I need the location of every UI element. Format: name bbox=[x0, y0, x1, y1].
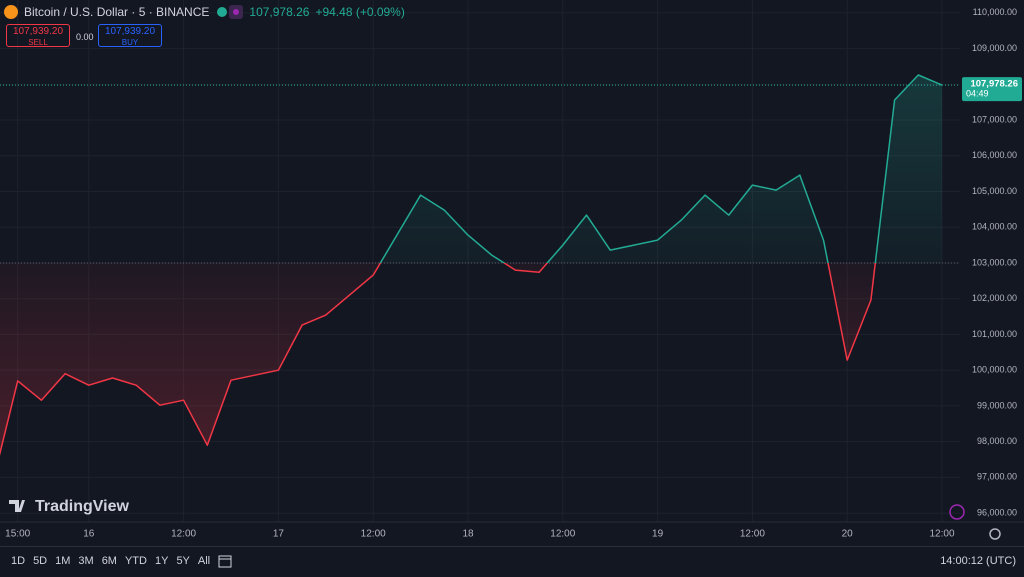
range-button[interactable]: 5D bbox=[33, 555, 48, 567]
y-tick-label: 103,000.00 bbox=[972, 257, 1017, 267]
y-tick-label: 96,000.00 bbox=[977, 507, 1017, 517]
alert-icon[interactable] bbox=[949, 504, 965, 520]
y-tick-label: 104,000.00 bbox=[972, 222, 1017, 232]
countdown: 04:49 bbox=[966, 88, 989, 98]
range-button[interactable]: All bbox=[197, 555, 211, 567]
buy-label: BUY bbox=[121, 38, 139, 47]
x-tick-label: 12:00 bbox=[740, 529, 765, 540]
y-tick-label: 97,000.00 bbox=[977, 472, 1017, 482]
last-price-label: 107,978.26 bbox=[970, 79, 1018, 90]
y-tick-label: 106,000.00 bbox=[972, 150, 1017, 160]
bottom-toolbar: 14:00:12 (UTC) 1D 5D 1M 3M 6M YTD 1Y 5Y All bbox=[0, 546, 1024, 577]
y-tick-label: 105,000.00 bbox=[972, 186, 1017, 196]
y-tick-label: 98,000.00 bbox=[977, 436, 1017, 446]
x-tick-label: 18 bbox=[462, 529, 474, 540]
range-button[interactable]: YTD bbox=[124, 555, 147, 567]
y-tick-label: 101,000.00 bbox=[972, 329, 1017, 339]
sell-price: 107,939.20 bbox=[12, 26, 64, 37]
x-tick-label: 16 bbox=[83, 529, 95, 540]
x-tick-label: 12:00 bbox=[171, 529, 196, 540]
y-tick-label: 100,000.00 bbox=[972, 365, 1017, 375]
status-icons[interactable] bbox=[215, 4, 244, 20]
buy-price: 107,939.20 bbox=[104, 26, 156, 37]
y-tick-label: 99,000.00 bbox=[977, 400, 1017, 410]
x-tick-label: 19 bbox=[652, 529, 664, 540]
clock: 14:00:12 (UTC) bbox=[940, 555, 1016, 567]
logo-text: TradingView bbox=[35, 498, 130, 515]
settings-icon[interactable] bbox=[989, 528, 1001, 540]
header: Bitcoin / U.S. Dollar · 5 · BINANCE 107,… bbox=[4, 4, 405, 20]
range-button[interactable]: 1D bbox=[11, 555, 26, 567]
y-tick-label: 102,000.00 bbox=[972, 293, 1017, 303]
baseline-area bbox=[0, 75, 942, 453]
buy-button[interactable]: 107,939.20 BUY bbox=[98, 24, 162, 47]
price-line bbox=[0, 74, 943, 457]
logo: TradingView bbox=[9, 498, 130, 515]
x-tick-label: 20 bbox=[842, 529, 854, 540]
y-tick-label: 107,000.00 bbox=[972, 114, 1017, 124]
sell-button[interactable]: 107,939.20 SELL bbox=[6, 24, 70, 47]
y-tick-label: 109,000.00 bbox=[972, 43, 1017, 53]
range-button[interactable]: 5Y bbox=[176, 555, 190, 567]
x-tick-label: 12:00 bbox=[929, 529, 954, 540]
range-button[interactable]: 6M bbox=[101, 555, 117, 567]
last-price-tag bbox=[962, 77, 1022, 102]
date-range-icon[interactable] bbox=[217, 553, 233, 569]
spread: 0.00 bbox=[76, 32, 94, 42]
x-tick-label: 17 bbox=[273, 529, 285, 540]
change: +94.48 (+0.09%) bbox=[315, 5, 405, 19]
symbol: Bitcoin / U.S. Dollar · 5 · BINANCE bbox=[24, 5, 210, 19]
chart: TradingView 96,000.00 97,000.00 98,000.00 9… bbox=[0, 0, 1024, 540]
x-tick-label: 12:00 bbox=[361, 529, 386, 540]
x-tick-label: 12:00 bbox=[550, 529, 575, 540]
y-tick-label: 110,000.00 bbox=[973, 7, 1017, 17]
x-tick-label: 15:00 bbox=[5, 529, 30, 540]
last-price: 107,978.26 bbox=[249, 5, 310, 19]
sell-label: SELL bbox=[28, 38, 48, 47]
btc-icon bbox=[4, 5, 18, 19]
range-button[interactable]: 1Y bbox=[154, 555, 169, 567]
range-button[interactable]: 1M bbox=[55, 555, 71, 567]
range-button[interactable]: 3M bbox=[78, 555, 94, 567]
